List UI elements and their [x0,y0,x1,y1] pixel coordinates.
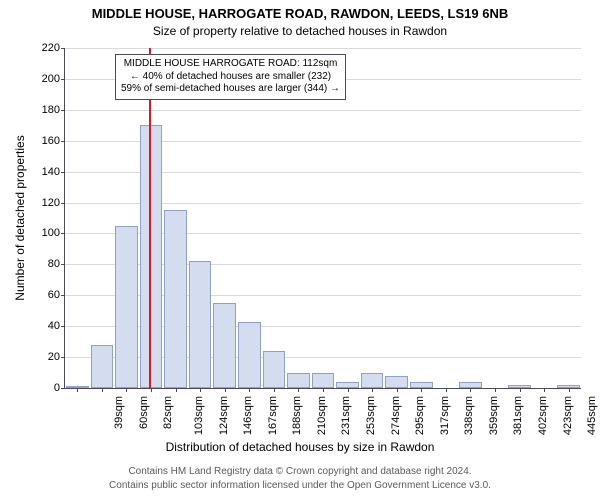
y-tick-mark [61,388,65,389]
histogram-bar [140,125,163,388]
x-tick-mark [446,388,447,392]
y-tick-mark [61,48,65,49]
histogram-bar [189,261,212,388]
x-tick-mark [151,388,152,392]
histogram-bar [213,303,236,388]
x-tick-label: 167sqm [267,396,279,435]
x-tick-label: 188sqm [291,396,303,435]
gridline [65,110,581,111]
y-tick-mark [61,357,65,358]
x-tick-label: 146sqm [242,396,254,435]
x-tick-mark [200,388,201,392]
y-tick-mark [61,326,65,327]
y-tick-mark [61,141,65,142]
y-tick-mark [61,233,65,234]
y-tick-label: 140 [30,166,60,178]
x-tick-mark [348,388,349,392]
x-tick-label: 274sqm [390,396,402,435]
plot-area: MIDDLE HOUSE HARROGATE ROAD: 112sqm← 40%… [64,48,581,389]
x-tick-mark [102,388,103,392]
x-tick-mark [249,388,250,392]
y-tick-label: 180 [30,104,60,116]
x-tick-label: 124sqm [218,396,230,435]
y-tick-label: 60 [30,289,60,301]
x-tick-mark [298,388,299,392]
x-tick-label: 295sqm [414,396,426,435]
x-tick-label: 338sqm [463,396,475,435]
x-tick-mark [544,388,545,392]
annotation-box: MIDDLE HOUSE HARROGATE ROAD: 112sqm← 40%… [115,54,346,100]
x-tick-mark [520,388,521,392]
y-tick-label: 200 [30,73,60,85]
y-tick-label: 120 [30,197,60,209]
chart-title: MIDDLE HOUSE, HARROGATE ROAD, RAWDON, LE… [0,6,600,21]
y-tick-label: 40 [30,320,60,332]
x-tick-label: 253sqm [365,396,377,435]
y-tick-label: 0 [30,382,60,394]
x-tick-label: 231sqm [341,396,353,435]
y-tick-label: 220 [30,42,60,54]
y-tick-label: 160 [30,135,60,147]
x-axis-label: Distribution of detached houses by size … [0,440,600,454]
x-tick-mark [77,388,78,392]
histogram-bar [115,226,138,388]
x-tick-mark [274,388,275,392]
histogram-bar [361,373,384,388]
histogram-bar [287,373,310,388]
histogram-bar [312,373,335,388]
x-tick-mark [569,388,570,392]
x-tick-label: 317sqm [439,396,451,435]
y-tick-mark [61,79,65,80]
gridline [65,48,581,49]
y-tick-mark [61,172,65,173]
y-tick-label: 80 [30,258,60,270]
histogram-bar [238,322,261,388]
x-tick-mark [421,388,422,392]
y-tick-mark [61,264,65,265]
footer-line-2: Contains public sector information licen… [0,480,600,491]
histogram-bar [91,345,114,388]
x-tick-mark [470,388,471,392]
x-tick-mark [225,388,226,392]
x-tick-mark [176,388,177,392]
y-tick-label: 20 [30,351,60,363]
histogram-bar [263,351,286,388]
x-tick-label: 359sqm [488,396,500,435]
x-tick-mark [495,388,496,392]
histogram-bar [164,210,187,388]
x-tick-label: 423sqm [562,396,574,435]
annotation-line: 59% of semi-detached houses are larger (… [121,83,340,96]
x-tick-mark [397,388,398,392]
histogram-bar [385,376,408,388]
footer-line-1: Contains HM Land Registry data © Crown c… [0,466,600,477]
x-tick-label: 39sqm [113,396,125,429]
x-tick-mark [323,388,324,392]
x-tick-label: 82sqm [162,396,174,429]
annotation-line: MIDDLE HOUSE HARROGATE ROAD: 112sqm [121,58,340,71]
x-tick-label: 381sqm [513,396,525,435]
x-tick-label: 402sqm [537,396,549,435]
y-tick-mark [61,295,65,296]
x-tick-label: 103sqm [193,396,205,435]
annotation-line: ← 40% of detached houses are smaller (23… [121,71,340,84]
x-tick-mark [372,388,373,392]
x-tick-label: 210sqm [316,396,328,435]
x-tick-label: 60sqm [138,396,150,429]
y-tick-label: 100 [30,227,60,239]
y-tick-mark [61,110,65,111]
chart-subtitle: Size of property relative to detached ho… [0,24,600,38]
chart-container: MIDDLE HOUSE, HARROGATE ROAD, RAWDON, LE… [0,0,600,500]
y-axis-label: Number of detached properties [13,135,27,300]
x-tick-mark [126,388,127,392]
y-tick-mark [61,203,65,204]
x-tick-label: 445sqm [586,396,598,435]
